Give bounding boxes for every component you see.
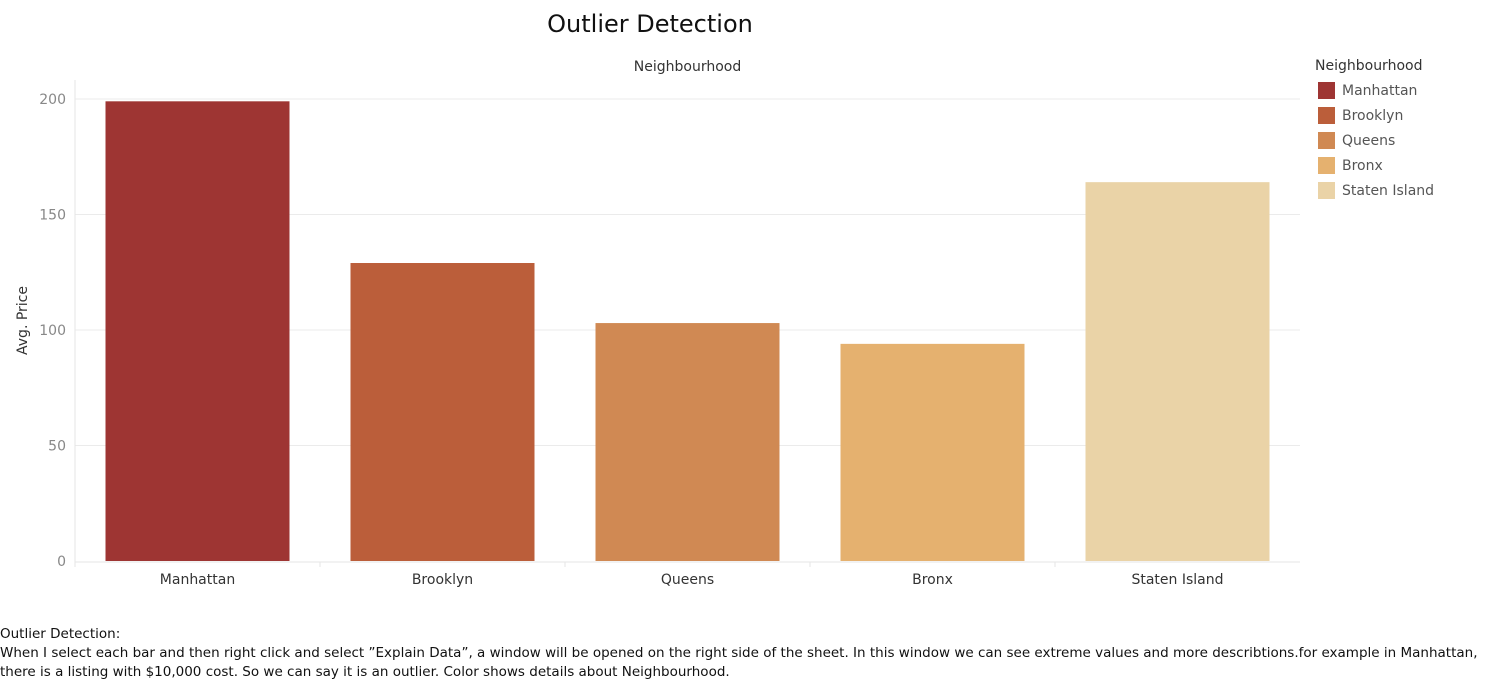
bar-chart: Neighbourhood 0 50 100 150 200 Avg. Price Manha… [15, 59, 1300, 588]
caption-heading: Outlier Detection: [0, 626, 121, 642]
legend-swatch [1318, 82, 1335, 99]
y-axis-title: Avg. Price [15, 286, 31, 355]
legend-label: Brooklyn [1342, 107, 1404, 124]
bar-staten-island [1085, 182, 1270, 561]
column-header: Neighbourhood [634, 59, 741, 75]
legend-item-bronx[interactable]: Bronx [1315, 153, 1434, 178]
legend-label: Queens [1342, 132, 1396, 149]
chart-title: Outlier Detection [547, 10, 753, 38]
legend-swatch [1318, 182, 1335, 199]
y-tick-label: 150 [39, 208, 66, 224]
legend-swatch [1318, 157, 1335, 174]
caption: Outlier Detection: When I select each ba… [0, 625, 1480, 682]
x-tick-label: Bronx [912, 572, 953, 588]
y-tick-label: 200 [39, 92, 66, 108]
legend-swatch [1318, 107, 1335, 124]
legend: Neighbourhood Manhattan Brooklyn Queens … [1315, 58, 1434, 203]
y-tick-label: 100 [39, 323, 66, 339]
legend-title: Neighbourhood [1315, 58, 1423, 74]
bar-bronx [840, 343, 1025, 561]
legend-swatch [1318, 132, 1335, 149]
legend-item-staten-island[interactable]: Staten Island [1315, 178, 1434, 203]
legend-label: Manhattan [1342, 82, 1418, 99]
x-tick-label: Queens [661, 572, 714, 588]
y-tick-label: 50 [48, 439, 66, 455]
legend-label: Bronx [1342, 157, 1383, 174]
bar-brooklyn [350, 263, 535, 561]
caption-body: When I select each bar and then right cl… [0, 645, 1478, 680]
legend-item-brooklyn[interactable]: Brooklyn [1315, 103, 1434, 128]
legend-item-queens[interactable]: Queens [1315, 128, 1434, 153]
x-tick-label: Brooklyn [412, 572, 473, 588]
legend-label: Staten Island [1342, 182, 1435, 199]
bar-manhattan [105, 101, 290, 561]
legend-item-manhattan[interactable]: Manhattan [1315, 78, 1434, 103]
y-tick-label: 0 [57, 554, 66, 570]
x-tick-label: Staten Island [1131, 572, 1223, 588]
bar-queens [595, 323, 780, 561]
x-tick-label: Manhattan [160, 572, 235, 588]
